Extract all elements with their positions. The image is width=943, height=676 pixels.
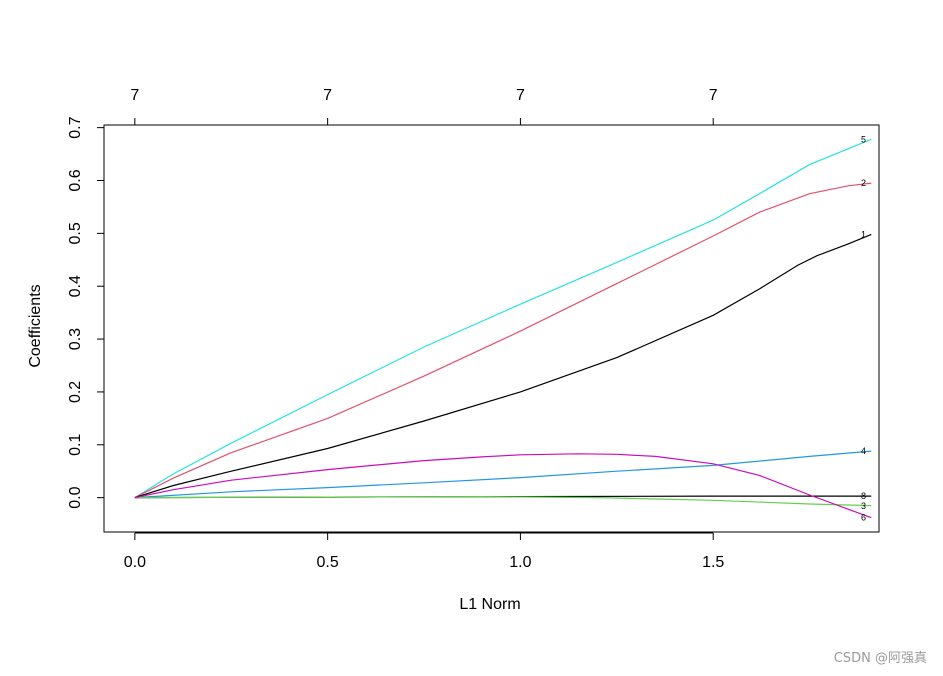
series-end-label: 1: [861, 229, 866, 239]
x-tick-label: 0.0: [124, 554, 146, 571]
series-line-3: [134, 495, 872, 507]
x-axis-label: L1 Norm: [459, 596, 520, 613]
series-end-label: 5: [861, 134, 866, 144]
y-axis-label: Coefficients: [27, 284, 44, 367]
top-tick-label: 7: [130, 87, 139, 104]
series-line-5: [134, 138, 872, 499]
y-tick-label: 0.5: [67, 222, 84, 244]
top-tick-label: 7: [323, 87, 332, 104]
y-tick-label: 0.6: [67, 169, 84, 191]
y-tick-label: 0.4: [67, 275, 84, 297]
y-tick-label: 0.1: [67, 434, 84, 456]
x-tick-label: 0.5: [317, 554, 339, 571]
series-line-1: [134, 233, 872, 499]
watermark: CSDN @阿强真: [833, 651, 927, 666]
series-end-label: 4: [861, 446, 866, 456]
series-end-label: 2: [861, 178, 866, 188]
series-end-label: 6: [861, 513, 866, 523]
x-tick-label: 1.0: [509, 554, 531, 571]
y-tick-label: 0.2: [67, 381, 84, 403]
plot-frame: [103, 124, 880, 533]
axes: 0.0 0.5 1.0 1.5 7 7 7 7 0.0 0.1 0.2 0.3 0.4 0.5 0.6 0.7: [67, 87, 724, 571]
series-line-6: [134, 453, 872, 519]
top-tick-label: 7: [516, 87, 525, 104]
y-tick-label: 0.0: [67, 486, 84, 508]
series-end-label: 8: [861, 491, 866, 501]
series-lines: 5 2 1 4 83 6: [134, 134, 872, 523]
series-line-4: [134, 450, 872, 499]
series-end-label: 3: [861, 501, 866, 511]
x-tick-label: 1.5: [702, 554, 724, 571]
top-tick-label: 7: [709, 87, 718, 104]
y-tick-label: 0.3: [67, 328, 84, 350]
series-line-2: [134, 182, 872, 499]
y-tick-label: 0.7: [67, 116, 84, 138]
